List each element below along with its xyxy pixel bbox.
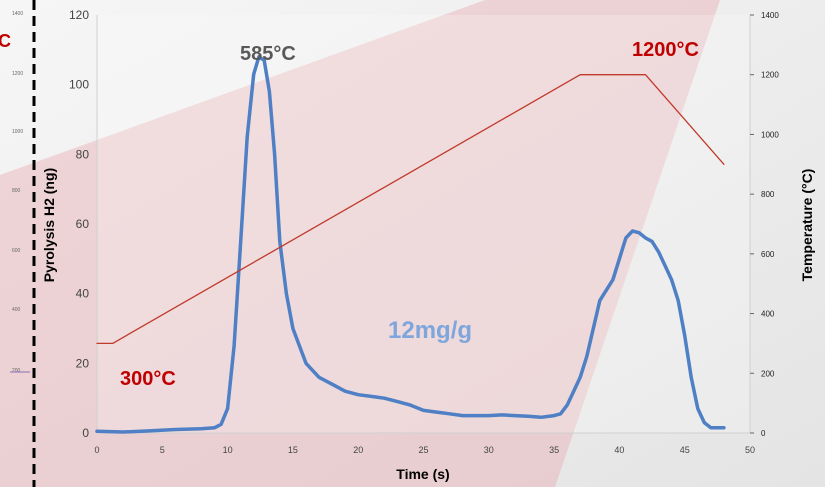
cropped-tick-label: 400 [12,307,21,313]
left-edge-fragment: C 1400 1200 1000 800 600 400 200 [0,0,36,487]
x-tick-label: 50 [745,445,755,455]
chart-axes: 0 5 10 15 20 25 30 35 40 45 5002040608010012002004… [69,8,779,455]
annotation-label: 12mg/g [388,317,472,344]
y-right-tick-label: 600 [761,250,775,259]
x-tick-label: 40 [614,445,624,455]
y-left-tick-label: 40 [76,287,90,301]
cropped-tick-label: 1400 [12,11,23,17]
x-axis-title: Time (s) [396,466,449,482]
y-left-tick-label: 100 [69,78,89,92]
y-right-tick-label: 1400 [761,11,779,20]
cropped-tick-label: 1200 [12,71,23,77]
chart-series [95,55,726,434]
y-left-tick-label: 20 [76,356,90,370]
y-right-tick-label: 200 [761,369,775,378]
y-left-tick-label: 80 [76,147,90,161]
cropped-tick-label: 600 [12,248,21,254]
y-axis-right-title: Temperature (°C) [799,169,815,282]
background-wedge [0,0,720,487]
annotation-label: 1200°C [632,39,699,61]
y-left-tick-label: 120 [69,8,89,22]
cropped-label: C [0,31,11,51]
h2-series-line [95,55,726,434]
x-tick-label: 15 [288,445,298,455]
cropped-tick-label: 1000 [12,129,23,135]
y-left-tick-label: 0 [82,426,89,440]
chart-annotations: 585°C 1200°C 300°C 12mg/g [120,39,699,390]
x-tick-label: 35 [549,445,559,455]
x-tick-label: 45 [680,445,690,455]
y-right-tick-label: 1000 [761,130,779,139]
x-tick-label: 20 [353,445,363,455]
y-left-tick-label: 60 [76,217,90,231]
annotation-label: 585°C [240,43,296,65]
x-tick-label: 30 [484,445,494,455]
x-tick-label: 0 [94,445,99,455]
cropped-tick-label: 800 [12,188,21,194]
x-tick-label: 25 [418,445,428,455]
cropped-tick-label: 200 [12,368,21,374]
y-right-tick-label: 0 [761,429,766,438]
x-tick-label: 10 [223,445,233,455]
y-right-tick-label: 800 [761,190,775,199]
plot-area [97,15,750,433]
y-right-tick-label: 400 [761,310,775,319]
temperature-series-line [96,74,725,345]
annotation-label: 300°C [120,368,176,390]
x-tick-label: 5 [160,445,165,455]
y-right-tick-label: 1200 [761,71,779,80]
y-axis-left-title: Pyrolysis H2 (ng) [41,168,57,282]
